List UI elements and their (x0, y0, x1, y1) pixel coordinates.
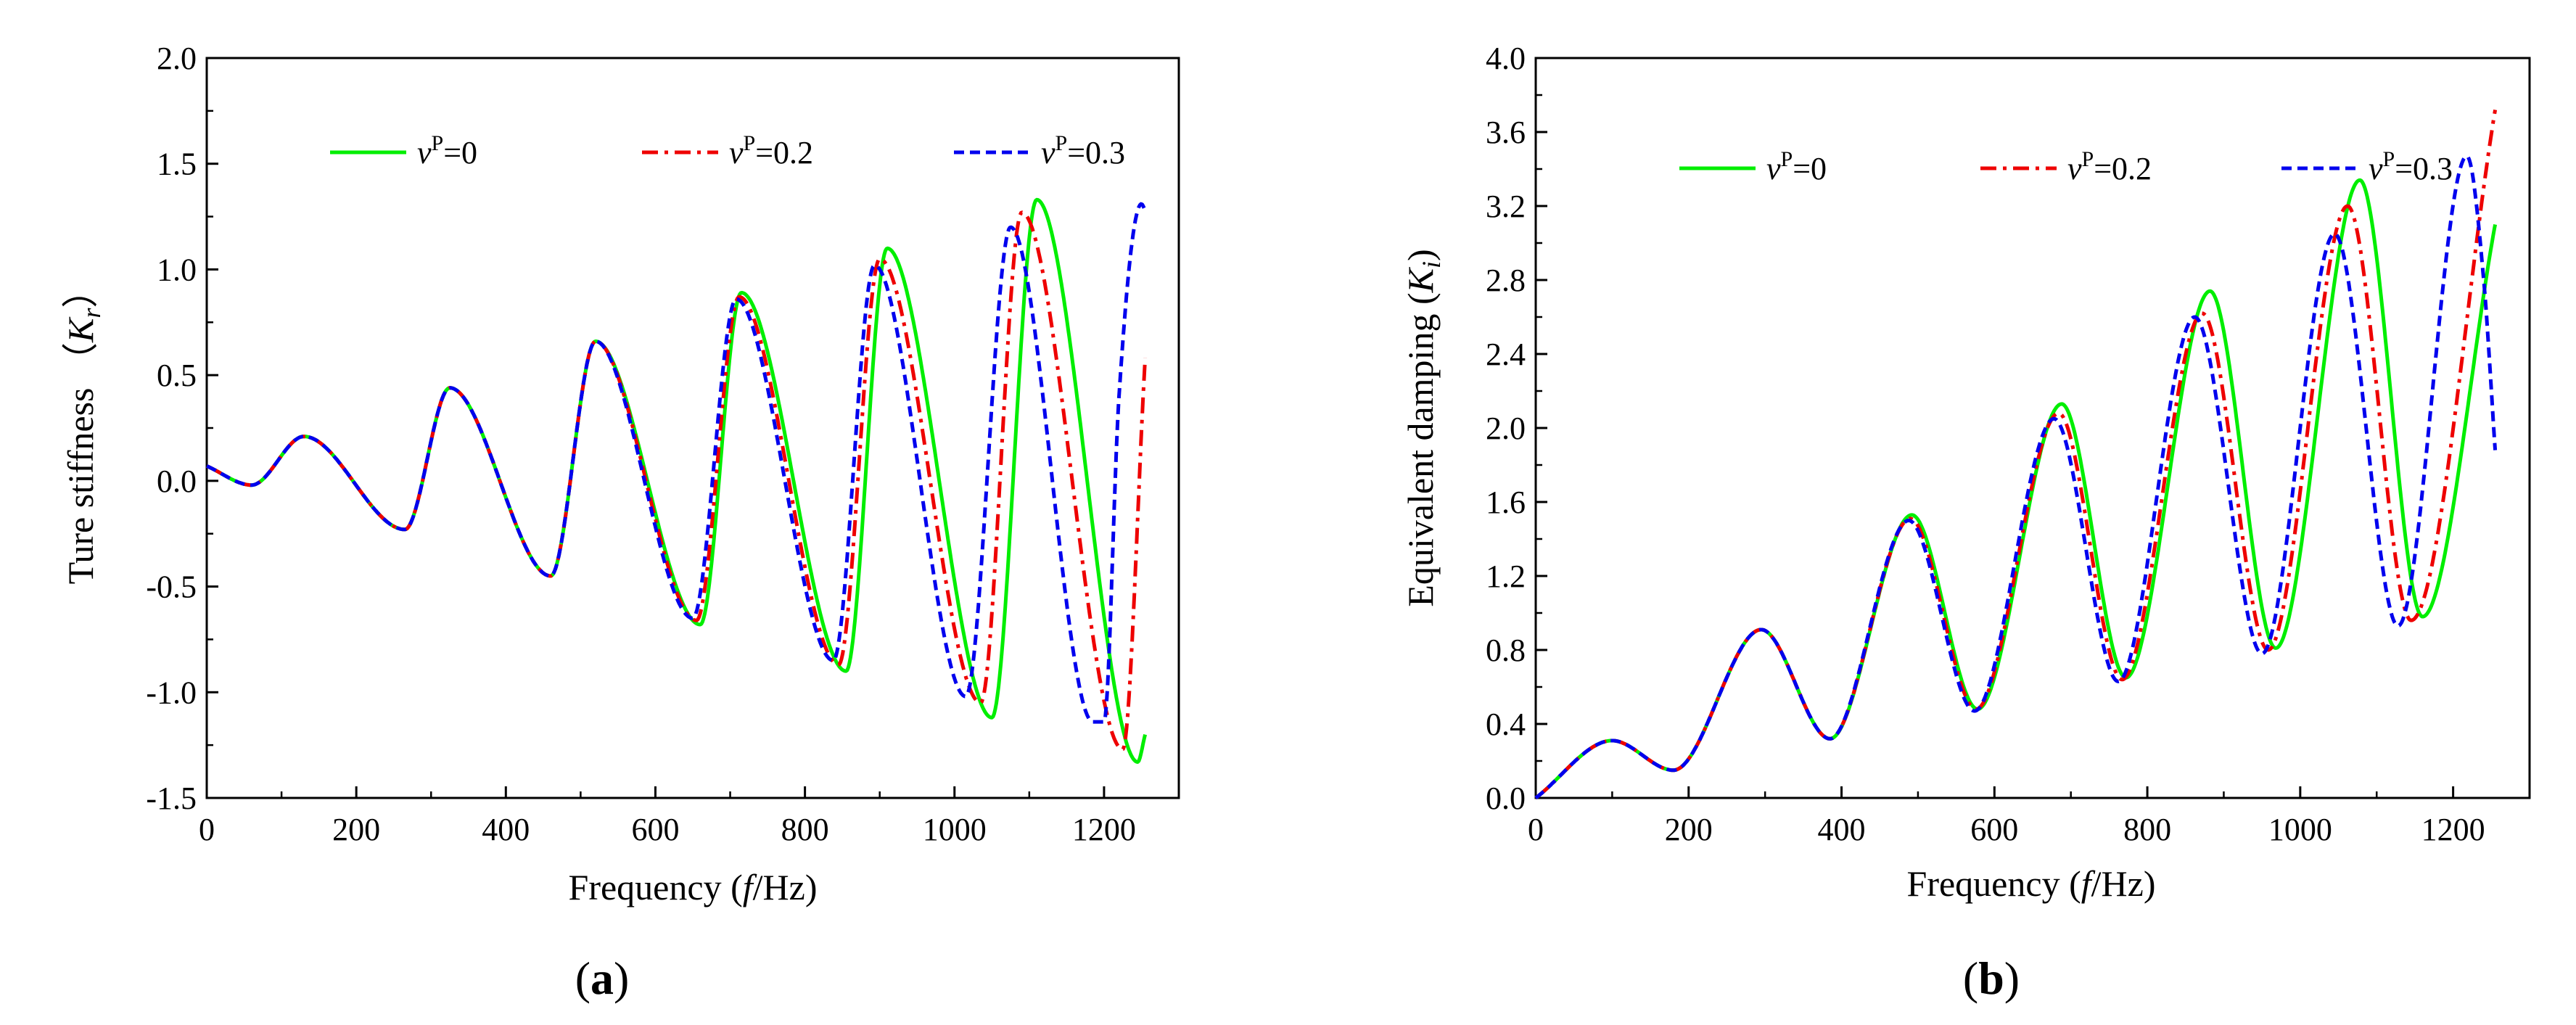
y-tick-label: 1.6 (1486, 485, 1526, 520)
plot-frame-a (205, 57, 1180, 799)
legend-label-3: vP=0.3 (2369, 147, 2453, 186)
y-tick-label: -1.5 (146, 781, 197, 816)
series-line-1 (206, 197, 1148, 764)
y-axis-label-a: Ture stiffness （Kr） (60, 272, 106, 585)
y-tick-label: 2.4 (1486, 337, 1526, 372)
legend-label-2: vP=0.2 (729, 131, 813, 170)
panel-label-a: (a) (575, 952, 630, 1004)
legend-a: vP=0 vP=0.2 vP=0.3 (330, 131, 1125, 170)
x-tick-label: 1200 (1072, 812, 1136, 847)
y-tick-label: 0.0 (157, 464, 197, 499)
x-tick-label: 1200 (2421, 812, 2485, 847)
panel-a: 0 200 400 600 800 1000 1200 -1.5 -1.0 -0.5 0.0 0.5 1… (60, 41, 1180, 1004)
panel-b: 0 200 400 600 800 1000 1200 0.0 0.4 0.8 1.2 1.6 2.0 2… (1400, 41, 2531, 1004)
x-tick-label: 0 (1528, 812, 1544, 847)
y-tick-label: 1.0 (157, 252, 197, 287)
x-tick-label: 1000 (923, 812, 987, 847)
y-tick-label: -1.0 (146, 675, 197, 710)
x-tick-label: 800 (781, 812, 829, 847)
y-tick-label: 3.2 (1486, 189, 1526, 224)
y-tick-label: 2.8 (1486, 263, 1526, 298)
x-tick-label: 400 (482, 812, 530, 847)
x-tick-label: 600 (631, 812, 679, 847)
ticks-a: 0 200 400 600 800 1000 1200 -1.5 -1.0 -0.5 0.0 0.5 1… (146, 41, 1136, 847)
ticks-b: 0 200 400 600 800 1000 1200 0.0 0.4 0.8 1.2 1.6 2.0 2… (1486, 41, 2485, 847)
x-tick-label: 0 (199, 812, 215, 847)
y-tick-label: 0.0 (1486, 781, 1526, 816)
y-tick-label: 3.6 (1486, 115, 1526, 150)
legend-label-3: vP=0.3 (1041, 131, 1125, 170)
legend-label-1: vP=0 (1766, 147, 1827, 186)
y-tick-label: 0.4 (1486, 707, 1526, 742)
y-tick-label: 2.0 (157, 41, 197, 76)
y-axis-label-b: Equivalent damping (Ki) (1400, 249, 1446, 606)
series-line-3 (206, 202, 1147, 724)
x-tick-label: 600 (1970, 812, 2018, 847)
x-tick-label: 200 (1665, 812, 1713, 847)
x-axis-label-b: Frequency (f/Hz) (1907, 863, 2156, 904)
y-tick-label: -0.5 (146, 569, 197, 605)
x-tick-label: 400 (1818, 812, 1866, 847)
series-line-1 (1534, 178, 2498, 799)
y-tick-label: 0.8 (1486, 633, 1526, 668)
x-tick-label: 800 (2123, 812, 2171, 847)
y-tick-label: 0.5 (157, 358, 197, 393)
series-line-2 (206, 210, 1148, 752)
x-axis-label-a: Frequency (f/Hz) (569, 867, 818, 907)
legend-label-2: vP=0.2 (2067, 147, 2152, 186)
series-line-3 (1534, 154, 2498, 799)
y-tick-label: 4.0 (1486, 41, 1526, 76)
series-a (206, 197, 1148, 764)
y-tick-label: 1.5 (157, 147, 197, 182)
y-tick-label: 2.0 (1486, 411, 1526, 446)
y-tick-label: 1.2 (1486, 559, 1526, 594)
x-tick-label: 1000 (2268, 812, 2332, 847)
series-b (1534, 109, 2498, 799)
legend-label-1: vP=0 (417, 131, 477, 170)
legend-b: vP=0 vP=0.2 vP=0.3 (1679, 147, 2453, 186)
series-line-2 (1534, 109, 2498, 799)
x-tick-label: 200 (332, 812, 380, 847)
panel-label-b: (b) (1963, 952, 2020, 1004)
